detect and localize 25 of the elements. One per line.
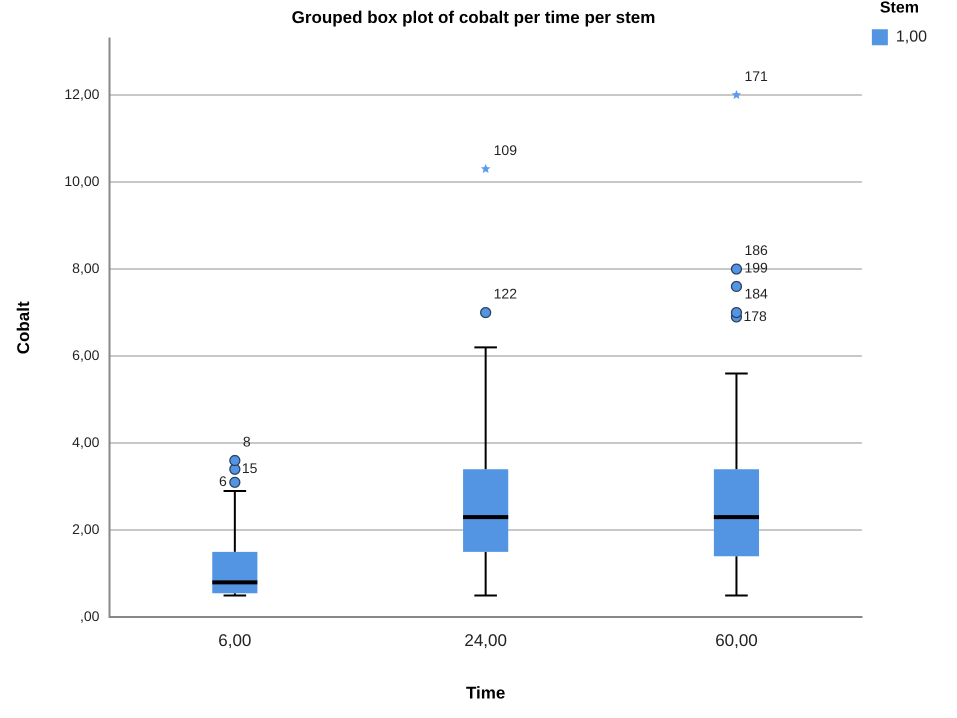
chart-title: Grouped box plot of cobalt per time per stem (292, 8, 656, 27)
annotation: 8 (242, 433, 251, 450)
annotation: 184 (744, 285, 768, 302)
legend-title: Stem (880, 0, 919, 16)
annotation: 109 (494, 142, 518, 158)
y-tick-label: 4,00 (72, 434, 100, 450)
annotation: 186 (744, 242, 768, 258)
y-tick-label: 10,00 (64, 172, 100, 189)
y-axis-title: Cobalt (14, 301, 33, 354)
annotation: 171 (744, 68, 768, 84)
y-tick-label: ,00 (80, 608, 100, 624)
y-tick-label: 2,00 (72, 521, 100, 538)
x-tick-label: 24,00 (464, 631, 507, 650)
y-tick-label: 12,00 (64, 86, 100, 102)
annotation: 199 (744, 259, 768, 276)
annotation: 6 (219, 473, 228, 490)
legend-label: 1,00 (896, 28, 928, 46)
y-tick-label: 8,00 (72, 260, 100, 276)
annotation: 122 (494, 285, 518, 302)
annotation: 15 (242, 460, 258, 476)
x-tick-label: 6,00 (218, 631, 252, 650)
y-tick-label: 6,00 (72, 346, 100, 363)
x-tick-label: 60,00 (715, 631, 758, 650)
annotation: 178 (743, 308, 768, 324)
x-axis-title: Time (466, 683, 506, 702)
